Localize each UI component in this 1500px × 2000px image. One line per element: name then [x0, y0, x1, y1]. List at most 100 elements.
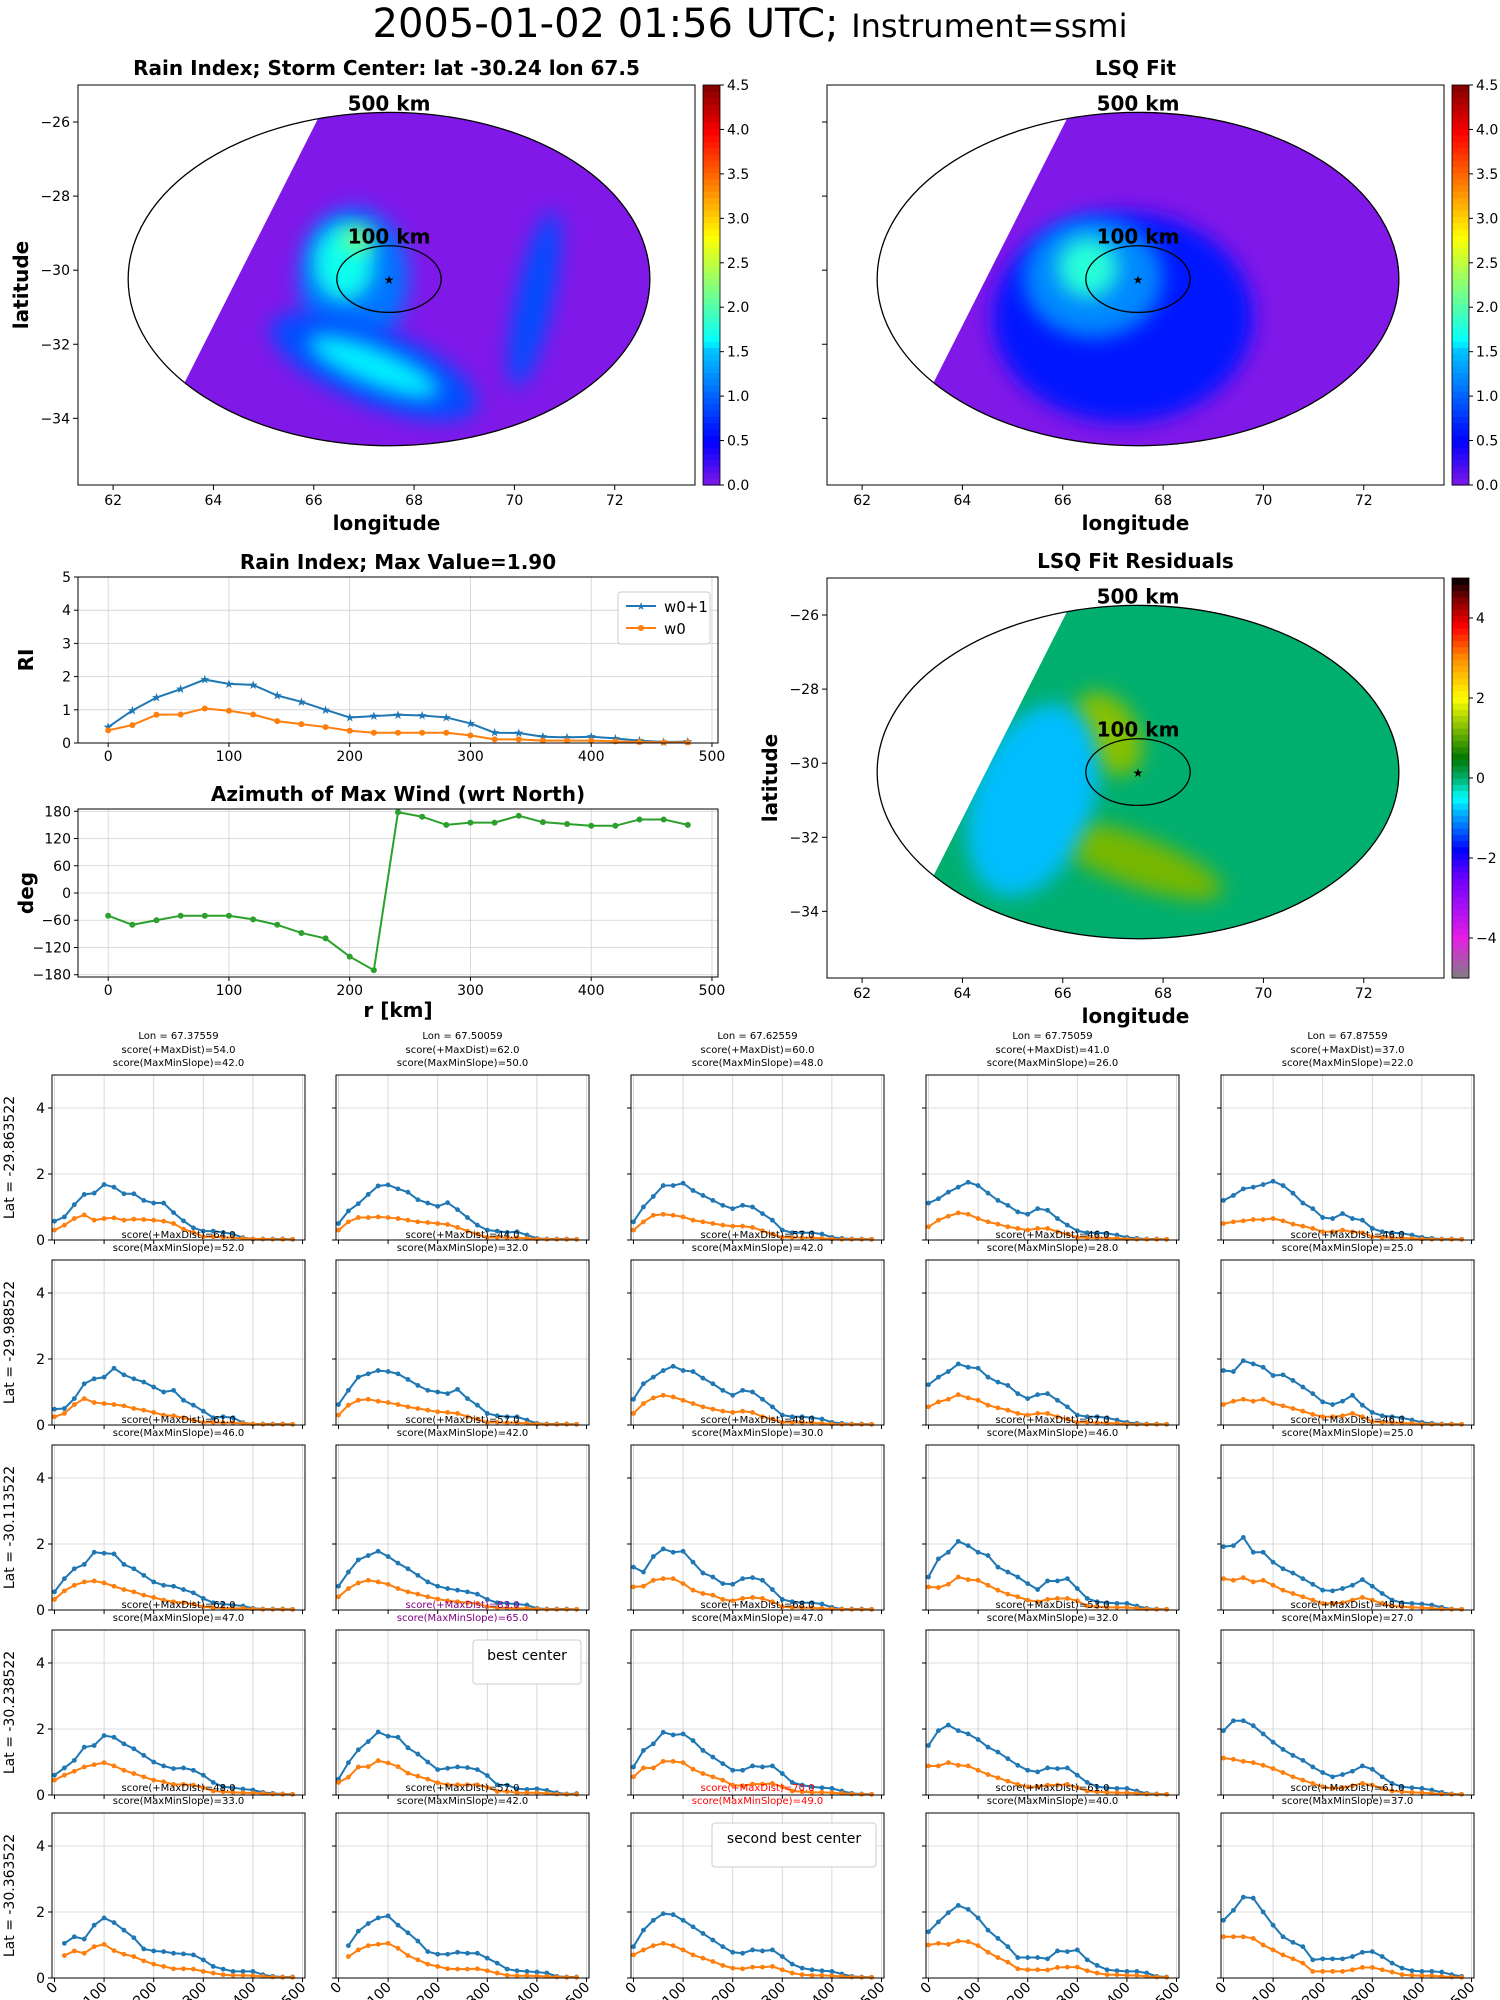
data-point [121, 1562, 127, 1567]
data-point [201, 912, 208, 919]
data-point [574, 1236, 579, 1242]
x-axis-label: longitude [1082, 511, 1190, 535]
data-point [554, 1791, 560, 1797]
x-tick-label: 100 [216, 749, 243, 765]
y-tick-label: 4 [36, 1839, 45, 1855]
data-point [1379, 1591, 1385, 1596]
data-point [250, 916, 257, 923]
data-point-star: ★ [465, 716, 476, 730]
data-point [789, 1961, 795, 1967]
data-point [201, 705, 208, 712]
data-point [1439, 1421, 1445, 1427]
colorbar-segment [1452, 128, 1469, 136]
data-point [1064, 1964, 1070, 1970]
y-axis-label: Lat = -30.238522 [2, 1651, 18, 1774]
data-point [91, 1190, 97, 1196]
colorbar-segment [703, 266, 720, 274]
data-point [670, 1183, 676, 1188]
data-point [1260, 1731, 1266, 1737]
data-point [365, 1192, 371, 1197]
data-point [769, 1217, 775, 1223]
data-point [945, 1722, 951, 1728]
data-point [395, 1371, 401, 1377]
data-point [660, 816, 667, 823]
data-point [1320, 1414, 1326, 1420]
data-point [1409, 1789, 1415, 1795]
data-point [1074, 1598, 1080, 1604]
data-point [322, 935, 329, 942]
colorbar-segment [1452, 609, 1469, 617]
colorbar-segment [703, 378, 720, 386]
data-point [491, 736, 498, 743]
x-tick-label: 200 [336, 749, 363, 765]
colorbar-tick-label: −4 [1476, 931, 1497, 947]
data-point [574, 1791, 579, 1797]
data-point [720, 1222, 726, 1228]
axes-frame [1220, 1812, 1475, 1979]
axes-frame [335, 1444, 590, 1611]
data-point [161, 1218, 167, 1224]
data-point [181, 1765, 186, 1771]
data-point [809, 1605, 815, 1611]
data-point [1015, 1226, 1021, 1231]
data-point [336, 1583, 341, 1589]
profile-panel-r4c0: 0100200300400500024r [km]Lat = -30.36352… [2, 1783, 309, 2000]
score-maxdist: score(+MaxDist)=44.0 [406, 1230, 520, 1241]
data-point [514, 1414, 520, 1420]
data-point [1074, 1234, 1080, 1240]
data-point [1270, 1178, 1276, 1184]
data-point [1221, 1402, 1226, 1407]
data-point [1439, 1606, 1445, 1612]
data-point [346, 1219, 351, 1225]
x-tick-label: 500 [279, 1980, 309, 2000]
data-point [1350, 1783, 1355, 1789]
data-point [1221, 1755, 1226, 1761]
data-point [660, 1576, 666, 1582]
x-tick-label: 70 [1255, 986, 1273, 1002]
colorbar-segment [1452, 934, 1469, 942]
y-tick-label: 0 [62, 736, 71, 752]
x-tick-label: 0 [104, 749, 113, 765]
y-tick-label: −120 [33, 940, 71, 956]
data-point [985, 1190, 991, 1196]
data-point [839, 1606, 845, 1612]
data-point [779, 1967, 785, 1973]
data-point [1280, 1372, 1286, 1378]
data-point [849, 1236, 855, 1242]
colorbar-segment [1452, 322, 1469, 330]
data-point [965, 1211, 971, 1217]
data-point [200, 1957, 206, 1963]
data-point [965, 1395, 971, 1401]
data-point-star: ★ [151, 691, 162, 705]
data-point [129, 921, 136, 928]
x-tick-label: 200 [1004, 1980, 1034, 2000]
data-point [1250, 1398, 1256, 1404]
storm-center-star: ★ [1133, 766, 1144, 780]
data-point [111, 1763, 117, 1769]
data-point [1300, 1777, 1306, 1783]
data-point [101, 1401, 107, 1406]
data-point [660, 1758, 666, 1764]
data-point [1429, 1421, 1435, 1427]
data-point [1280, 1566, 1286, 1572]
y-axis-label: Lat = -30.363522 [2, 1834, 18, 1957]
data-point [455, 1225, 460, 1230]
data-point [1035, 1769, 1041, 1775]
data-point [524, 1417, 530, 1423]
data-point [1260, 1762, 1266, 1768]
data-point [1300, 1576, 1306, 1582]
data-point [975, 1216, 981, 1221]
data-point [210, 1788, 216, 1794]
data-point [1240, 1396, 1246, 1402]
data-point [415, 1751, 421, 1757]
data-point [995, 1749, 1001, 1755]
data-point [779, 1604, 785, 1610]
data-point [965, 1179, 971, 1185]
data-point [141, 1946, 147, 1952]
data-point [455, 1411, 460, 1416]
x-tick-label: 64 [954, 493, 972, 509]
x-tick-label: 200 [336, 983, 363, 999]
data-point [435, 1951, 441, 1957]
data-point [859, 1421, 865, 1427]
data-point [171, 1210, 176, 1216]
